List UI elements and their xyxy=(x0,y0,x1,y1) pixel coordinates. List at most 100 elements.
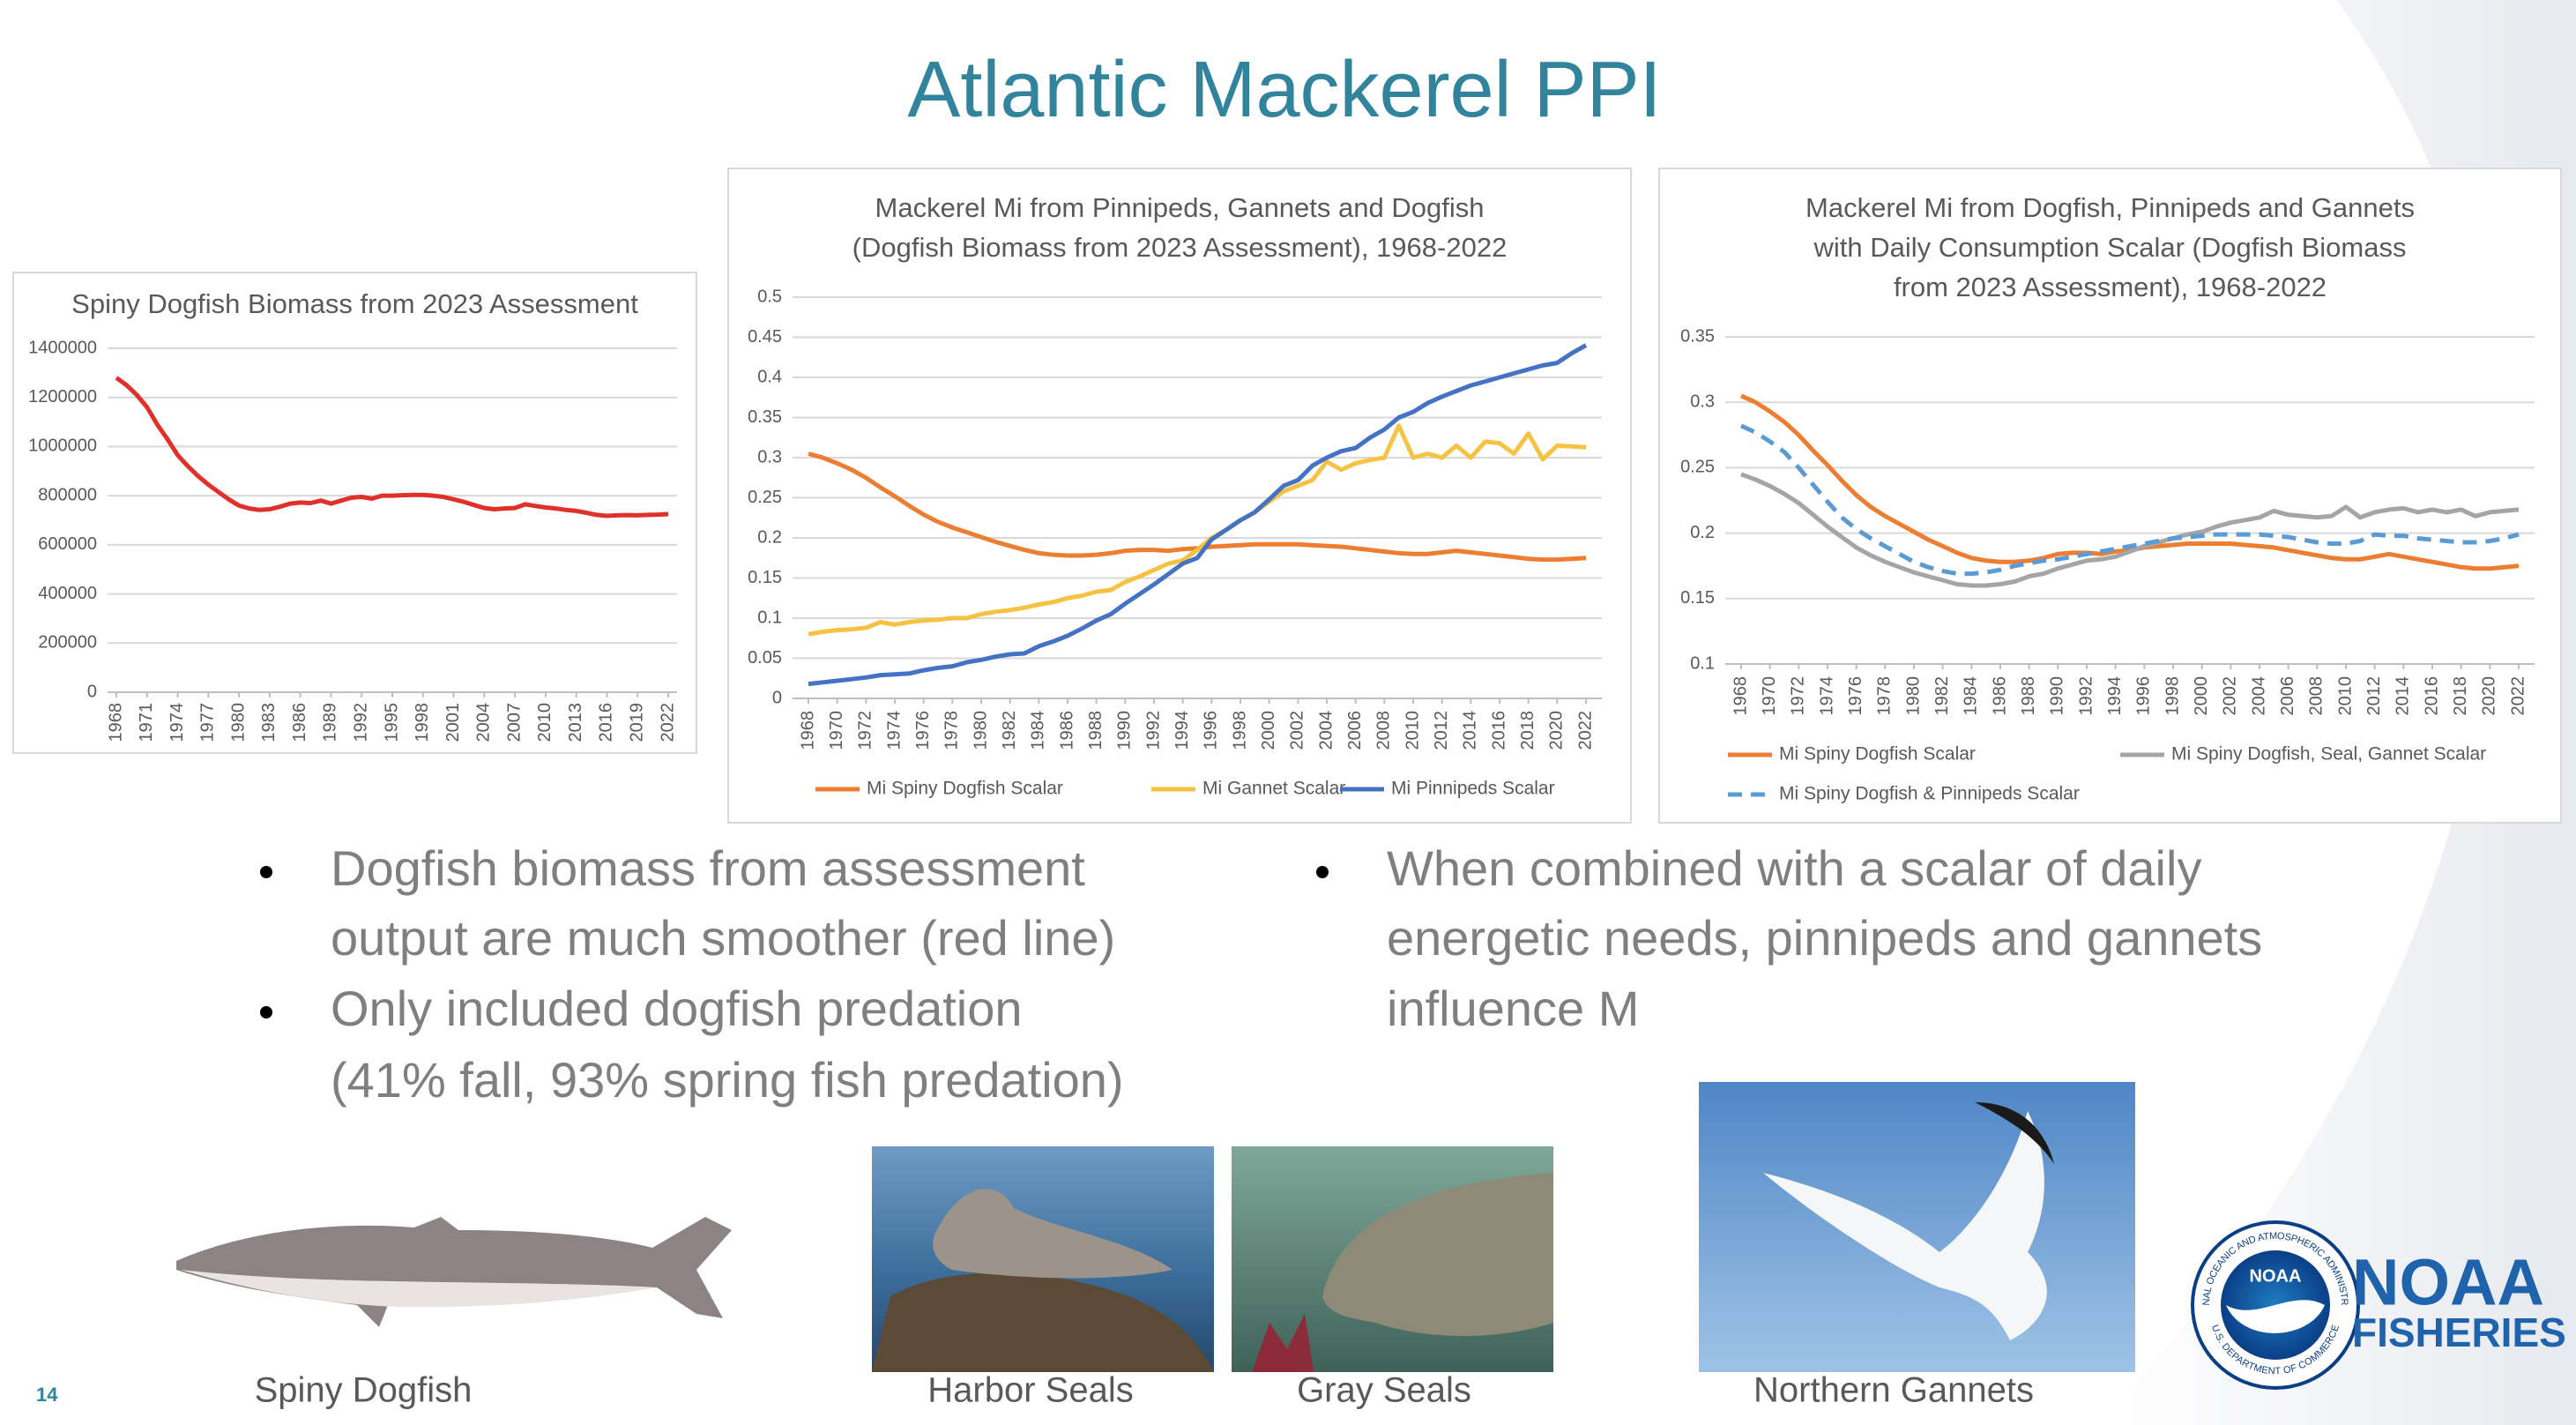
x-tick-label: 1986 xyxy=(290,703,309,742)
x-tick-label: 2001 xyxy=(443,703,463,742)
x-tick-label: 2010 xyxy=(2335,676,2355,716)
y-tick-label: 600000 xyxy=(38,534,97,554)
x-tick-label: 2002 xyxy=(1288,711,1307,750)
x-tick-label: 1989 xyxy=(321,703,340,742)
x-tick-label: 2020 xyxy=(1547,711,1567,750)
y-tick-label: 0.05 xyxy=(748,648,782,668)
bullet-dot xyxy=(260,1006,272,1018)
bullet-text: (41% fall, 93% spring fish predation) xyxy=(331,1052,1124,1108)
x-tick-label: 1998 xyxy=(413,703,432,742)
x-tick-label: 1968 xyxy=(106,703,125,742)
x-tick-label: 1984 xyxy=(1029,711,1048,750)
x-tick-label: 2010 xyxy=(535,703,555,742)
chart-title: (Dogfish Biomass from 2023 Assessment), … xyxy=(852,232,1508,263)
x-tick-label: 1971 xyxy=(137,703,156,742)
legend-label: Mi Spiny Dogfish, Seal, Gannet Scalar xyxy=(2171,744,2486,765)
chart-title: Spiny Dogfish Biomass from 2023 Assessme… xyxy=(71,288,638,319)
x-tick-label: 1983 xyxy=(259,703,279,742)
noaa-logo xyxy=(2191,1220,2360,1390)
bullet-text: output are much smoother (red line) xyxy=(331,910,1115,966)
y-tick-label: 0.45 xyxy=(748,327,782,347)
x-tick-label: 1988 xyxy=(1086,711,1106,750)
x-tick-label: 1970 xyxy=(1760,676,1779,716)
x-tick-label: 1970 xyxy=(827,711,846,750)
x-tick-label: 2007 xyxy=(504,703,524,742)
logo-emblem: NOAA xyxy=(2250,1266,2302,1286)
x-tick-label: 2022 xyxy=(2508,676,2528,716)
bullet-dot xyxy=(260,866,272,878)
logo-division: FISHERIES xyxy=(2352,1309,2566,1355)
x-tick-label: 1978 xyxy=(1875,676,1895,716)
legend-label: Mi Pinnipeds Scalar xyxy=(1391,779,1555,799)
x-tick-label: 2000 xyxy=(2192,676,2211,716)
y-tick-label: 0.25 xyxy=(1680,458,1715,477)
x-tick-label: 1972 xyxy=(1789,676,1808,716)
gray-seals-image xyxy=(1232,1146,1553,1372)
x-tick-label: 2022 xyxy=(658,703,677,742)
x-tick-label: 2012 xyxy=(2364,676,2384,716)
spiny-dogfish-image xyxy=(176,1217,732,1327)
x-tick-label: 1980 xyxy=(971,711,990,750)
x-tick-label: 1994 xyxy=(2105,676,2125,716)
x-tick-label: 1996 xyxy=(2134,676,2154,716)
data-line xyxy=(1740,472,2520,588)
x-tick-label: 2018 xyxy=(2451,676,2470,716)
y-tick-label: 1000000 xyxy=(28,436,97,456)
legend-label: Mi Spiny Dogfish Scalar xyxy=(867,779,1063,799)
x-tick-label: 1976 xyxy=(1846,676,1865,716)
y-tick-label: 0 xyxy=(772,688,782,707)
x-tick-label: 2002 xyxy=(2221,676,2240,716)
y-tick-label: 0.35 xyxy=(748,407,782,427)
chart-title: from 2023 Assessment), 1968-2022 xyxy=(1894,272,2327,302)
x-tick-label: 1992 xyxy=(2076,676,2096,716)
x-tick-label: 1995 xyxy=(382,703,401,742)
x-tick-label: 1980 xyxy=(228,703,248,742)
x-tick-label: 1986 xyxy=(1057,711,1076,750)
page-number: 14 xyxy=(36,1384,58,1406)
y-tick-label: 800000 xyxy=(38,485,97,504)
image-caption: Gray Seals xyxy=(1297,1371,1471,1410)
x-tick-label: 2006 xyxy=(2278,676,2297,716)
x-tick-label: 1980 xyxy=(1903,676,1923,716)
y-tick-label: 0.15 xyxy=(1680,588,1715,608)
x-tick-label: 2014 xyxy=(1461,711,1480,750)
x-tick-label: 2004 xyxy=(2249,676,2268,716)
x-tick-label: 1988 xyxy=(2019,676,2038,716)
y-tick-label: 1200000 xyxy=(28,387,97,407)
x-tick-label: 2013 xyxy=(566,703,585,742)
bullet-dot xyxy=(1316,866,1329,878)
chart-frame xyxy=(1658,168,2562,824)
y-tick-label: 0.25 xyxy=(748,488,782,507)
x-tick-label: 2006 xyxy=(1345,711,1365,750)
harbor-seals-image xyxy=(872,1146,1214,1372)
y-tick-label: 0.2 xyxy=(757,527,782,547)
x-tick-label: 2020 xyxy=(2480,676,2499,716)
x-tick-label: 1978 xyxy=(942,711,962,750)
y-tick-label: 0.5 xyxy=(757,287,782,306)
x-tick-label: 2019 xyxy=(628,703,647,742)
x-tick-label: 2004 xyxy=(1316,711,1336,750)
x-tick-label: 1977 xyxy=(198,703,218,742)
x-tick-label: 1968 xyxy=(798,711,817,750)
x-tick-label: 2016 xyxy=(2422,676,2441,716)
y-tick-label: 0.15 xyxy=(748,568,782,587)
bullet-text: Only included dogfish predation xyxy=(331,981,1023,1036)
background-swoosh xyxy=(2098,0,2576,1425)
x-tick-label: 1986 xyxy=(1990,676,2009,716)
bullet-text: energetic needs, pinnipeds and gannets xyxy=(1387,910,2262,966)
x-tick-label: 1968 xyxy=(1731,676,1750,716)
x-tick-label: 2004 xyxy=(474,703,494,742)
image-caption: Harbor Seals xyxy=(927,1371,1133,1410)
chart-frame xyxy=(727,168,1632,824)
x-tick-label: 1998 xyxy=(2163,676,2182,716)
x-tick-label: 1974 xyxy=(884,711,904,750)
x-tick-label: 1992 xyxy=(1143,711,1163,750)
x-tick-label: 1996 xyxy=(1202,711,1221,750)
bullet-text: When combined with a scalar of daily xyxy=(1387,840,2201,896)
logo-name: NOAA xyxy=(2352,1246,2544,1319)
y-tick-label: 0.1 xyxy=(1690,653,1715,673)
x-tick-label: 2022 xyxy=(1575,711,1595,750)
x-tick-label: 1982 xyxy=(1932,676,1952,716)
x-tick-label: 1994 xyxy=(1173,711,1192,750)
